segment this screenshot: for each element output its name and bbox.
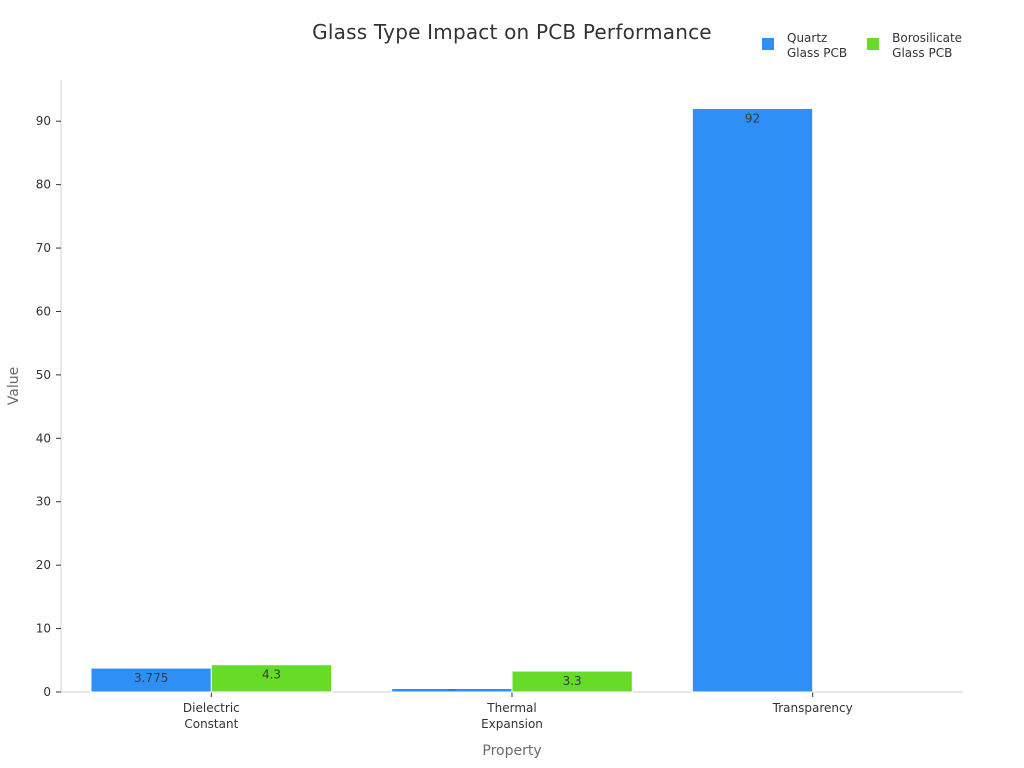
- data-label: 92: [745, 112, 760, 126]
- x-axis-title: Property: [482, 743, 541, 759]
- y-tick-label: 0: [43, 685, 51, 699]
- y-tick-label: 30: [36, 495, 51, 509]
- legend-swatch-quartz: [762, 38, 774, 50]
- legend-label-borosilicate: Borosilicate Glass PCB: [892, 31, 963, 60]
- x-tick-label: Transparency: [772, 701, 853, 715]
- y-tick-label: 60: [36, 304, 51, 318]
- chart-title: Glass Type Impact on PCB Performance: [312, 20, 712, 44]
- bar[interactable]: [691, 108, 814, 693]
- y-tick-label: 80: [36, 178, 51, 192]
- data-label: 3.775: [134, 671, 168, 685]
- y-tick-label: 70: [36, 241, 51, 255]
- bar[interactable]: [511, 670, 633, 693]
- y-tick-label: 50: [36, 368, 51, 382]
- y-tick-label: 20: [36, 558, 51, 572]
- legend: Quartz Glass PCB Borosilicate Glass PCB: [762, 31, 962, 61]
- data-label: 4.3: [262, 668, 281, 682]
- y-tick-label: 90: [36, 114, 51, 128]
- x-tick-label: Expansion: [481, 717, 543, 731]
- legend-item-quartz[interactable]: Quartz Glass PCB: [762, 31, 847, 61]
- legend-item-borosilicate[interactable]: Borosilicate Glass PCB: [867, 31, 962, 61]
- x-tick-label: Dielectric: [183, 701, 240, 715]
- legend-swatch-borosilicate: [867, 38, 880, 50]
- bar[interactable]: [210, 664, 333, 693]
- x-tick-label: Thermal: [486, 701, 536, 715]
- y-tick-label: 40: [36, 431, 51, 445]
- y-tick-label: 10: [36, 622, 51, 636]
- x-tick-label: Constant: [184, 717, 238, 731]
- data-label: 3.3: [563, 674, 582, 688]
- data-label: 0.55: [448, 688, 455, 692]
- y-axis-title: Value: [6, 367, 22, 405]
- legend-label-quartz: Quartz Glass PCB: [787, 31, 848, 60]
